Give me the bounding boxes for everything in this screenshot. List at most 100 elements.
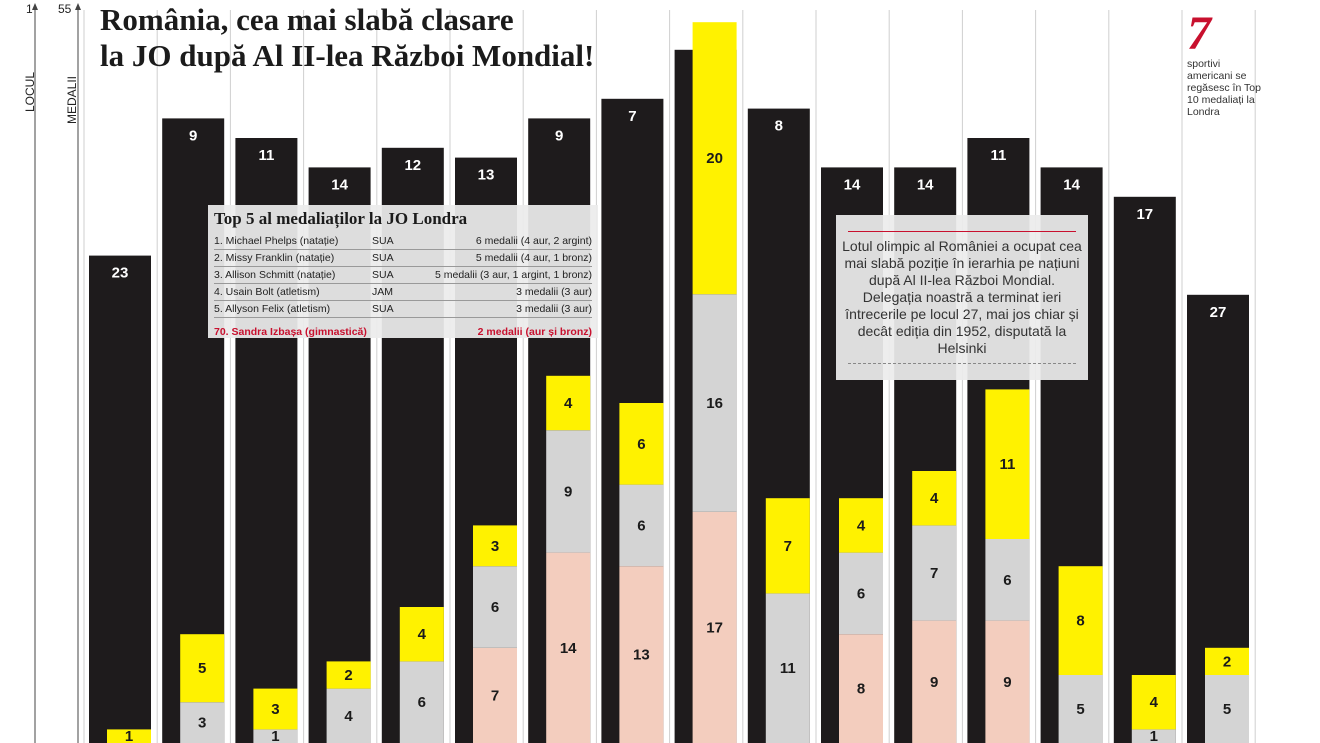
gold-segment	[1205, 647, 1249, 675]
rank-bar	[89, 255, 151, 743]
side-fact-number: 7	[1187, 7, 1211, 60]
gold-label: 8	[1076, 613, 1084, 630]
gold-label: 11	[999, 456, 1015, 473]
athlete-name: 2. Missy Franklin (natație)	[214, 252, 335, 264]
athlete-name: 3. Allison Schmitt (natație)	[214, 269, 336, 281]
silver-label: 6	[637, 517, 645, 534]
rank-bar	[1113, 196, 1176, 743]
gold-segment	[692, 22, 737, 295]
romania-note-text: Lotul olimpic al României a ocupat cea m…	[842, 238, 1082, 356]
athlete-name: 5. Allyson Felix (atletism)	[214, 303, 331, 315]
athlete-medals: 3 medalii (3 aur)	[516, 286, 592, 298]
silver-label: 6	[857, 585, 865, 602]
locul-axis-label: LOCUL	[23, 71, 37, 112]
silver-segment	[912, 525, 957, 621]
rank-label: 14	[331, 176, 348, 193]
gold-label: 4	[418, 626, 427, 643]
silver-segment	[692, 294, 737, 512]
gold-label: 4	[564, 395, 573, 412]
rank-label: 13	[478, 167, 495, 184]
gold-label: 5	[198, 660, 206, 677]
top5-row: 4. Usain Bolt (atletism) JAM 3 medalii (…	[214, 284, 592, 301]
note-divider	[848, 231, 1076, 232]
athlete-country: SUA	[372, 269, 394, 281]
rank-label: 9	[189, 127, 197, 144]
romania-note-panel: Lotul olimpic al României a ocupat cea m…	[836, 215, 1088, 380]
athlete-country: SUA	[372, 303, 394, 315]
romania-athlete-name: 70. Sandra Izbașa (gimnastică)	[214, 326, 367, 338]
athlete-name: 4. Usain Bolt (atletism)	[214, 286, 320, 298]
top5-row: 2. Missy Franklin (natație) SUA 5 medali…	[214, 250, 592, 267]
gold-label: 4	[930, 490, 939, 507]
gold-segment	[1058, 566, 1103, 675]
athlete-country: SUA	[372, 252, 394, 264]
athlete-medals: 5 medalii (4 aur, 1 bronz)	[475, 252, 592, 264]
gold-segment	[912, 471, 957, 526]
silver-segment	[619, 484, 664, 567]
gold-segment	[253, 688, 298, 730]
silver-segment	[399, 661, 444, 743]
silver-label: 1	[271, 728, 279, 743]
bronze-label: 17	[706, 619, 723, 636]
silver-segment	[326, 688, 371, 743]
rank-label: 11	[990, 147, 1006, 164]
bronze-label: 14	[560, 640, 577, 657]
silver-label: 9	[564, 483, 572, 500]
bronze-label: 13	[633, 647, 650, 664]
gold-segment	[765, 498, 810, 594]
rank-label: 12	[404, 157, 421, 174]
gold-segment	[180, 634, 225, 703]
silver-segment	[839, 552, 883, 635]
medalii-top-tick: 55	[58, 2, 72, 16]
bronze-segment	[692, 511, 737, 743]
gold-label: 20	[706, 150, 723, 167]
silver-label: 5	[1223, 701, 1231, 718]
title-line-2: la JO după Al II-lea Război Mondial!	[100, 38, 595, 73]
rank-label: 14	[1063, 176, 1080, 193]
silver-label: 6	[491, 599, 499, 616]
silver-segment	[1205, 675, 1249, 743]
gold-segment	[399, 607, 444, 662]
silver-label: 5	[1076, 701, 1084, 718]
bronze-label: 8	[857, 681, 865, 698]
top5-panel: Top 5 al medaliaților la JO Londra 1. Mi…	[208, 205, 598, 338]
note-divider	[848, 363, 1076, 364]
gold-segment	[839, 498, 883, 553]
gold-segment	[619, 403, 664, 485]
silver-label: 6	[1003, 572, 1011, 589]
athlete-name: 1. Michael Phelps (natație)	[214, 235, 339, 247]
athlete-country: SUA	[372, 235, 394, 247]
gold-segment	[107, 729, 151, 743]
silver-segment	[1131, 729, 1176, 743]
silver-label: 3	[198, 715, 206, 732]
gold-segment	[546, 375, 591, 431]
bronze-label: 9	[930, 674, 938, 691]
silver-segment	[1058, 675, 1103, 743]
silver-label: 16	[706, 395, 723, 412]
gold-label: 2	[1223, 653, 1231, 670]
side-fact: 7 sportivi americani se regăsesc în Top …	[1187, 7, 1267, 119]
title-line-1: România, cea mai slabă clasare	[100, 2, 514, 37]
rank-label: 27	[1210, 304, 1227, 321]
gold-segment	[326, 661, 371, 689]
silver-segment	[985, 539, 1030, 621]
top5-row: 5. Allyson Felix (atletism) SUA 3 medali…	[214, 301, 592, 318]
side-fact-text: sportivi americani se regăsesc în Top 10…	[1187, 58, 1261, 118]
silver-label: 11	[780, 660, 796, 677]
gold-label: 3	[271, 701, 279, 718]
top5-row: 3. Allison Schmitt (natație) SUA 5 medal…	[214, 267, 592, 284]
bronze-segment	[985, 620, 1030, 743]
bronze-segment	[839, 634, 883, 743]
medalii-axis-label: MEDALII	[65, 75, 79, 124]
romania-athlete-row: 70. Sandra Izbașa (gimnastică) 2 medalii…	[214, 324, 592, 340]
silver-segment	[765, 593, 810, 743]
rank-label: 9	[555, 127, 563, 144]
rank-label: 23	[112, 265, 129, 282]
athlete-country: JAM	[372, 286, 393, 298]
page-title: România, cea mai slabă clasare la JO dup…	[100, 2, 594, 74]
gold-label: 4	[1150, 694, 1159, 711]
silver-label: 4	[344, 708, 353, 725]
top5-row: 1. Michael Phelps (natație) SUA 6 medali…	[214, 233, 592, 250]
silver-segment	[180, 702, 225, 743]
medalii-axis-arrow	[75, 3, 81, 10]
